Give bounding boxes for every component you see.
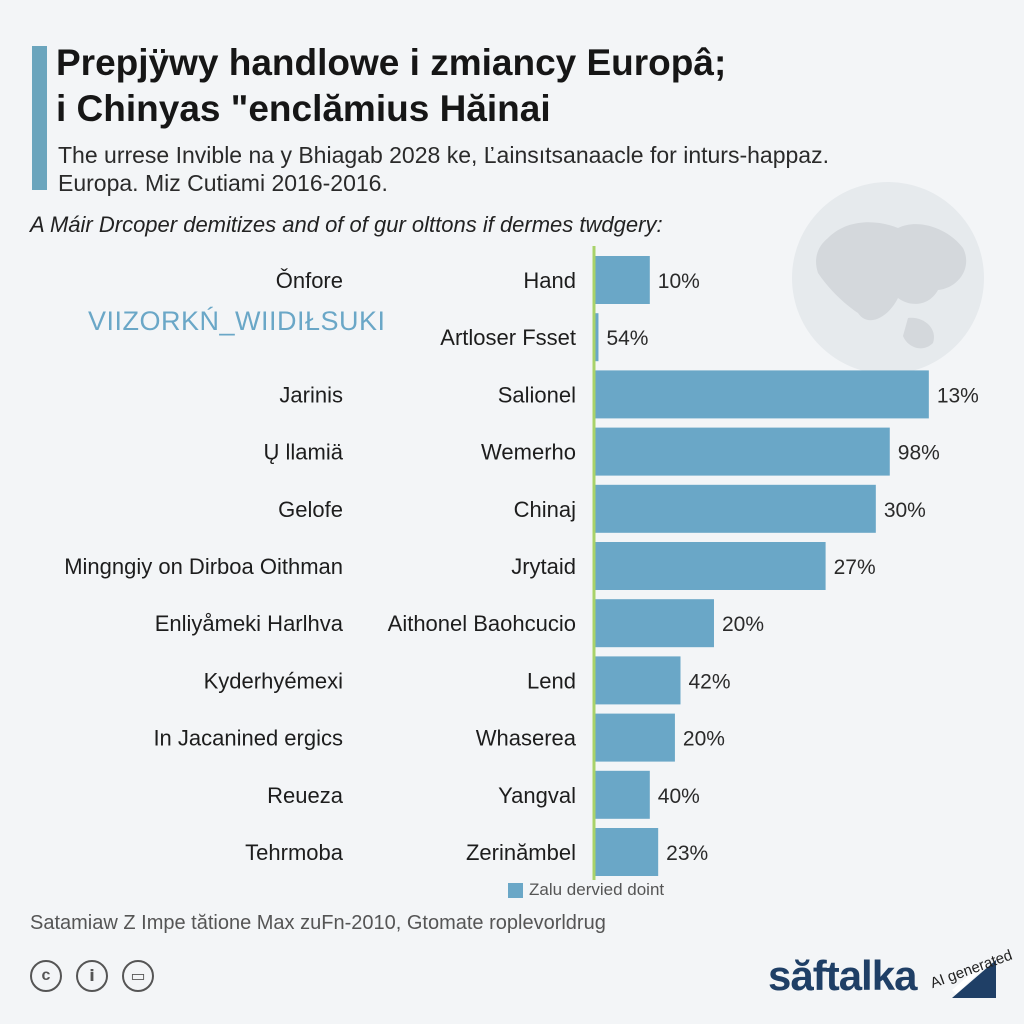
legend-swatch <box>508 882 523 898</box>
share-icon[interactable]: ▭ <box>122 960 154 992</box>
category-label: Lend <box>527 668 576 693</box>
bar <box>594 828 659 876</box>
bar-value-label: 54% <box>606 327 648 350</box>
bar-value-label: 40% <box>658 785 700 808</box>
bar <box>594 370 929 419</box>
bar-value-label: 20% <box>683 728 725 751</box>
bar-value-label: 13% <box>937 384 979 407</box>
row-label: Gelofe <box>278 497 343 522</box>
bar <box>594 256 650 304</box>
row-label: Tehrmoba <box>245 840 344 865</box>
row-label: Enliyåmeki Harlhva <box>155 611 344 636</box>
info-icon[interactable]: ⅰ <box>76 960 108 992</box>
row-label: Mingngiy on Dirboa Oithman <box>64 554 343 579</box>
row-label: Ǒnfore <box>276 268 343 293</box>
bar <box>594 770 650 819</box>
category-label: Whaserea <box>476 726 577 751</box>
bar-value-label: 42% <box>689 670 731 693</box>
category-label: Aithonel Baohcucio <box>388 611 576 636</box>
chart-subtitle: The urrese Invible na y Bhiagab 2028 ke,… <box>58 142 829 196</box>
category-label: Zerinămbel <box>466 840 576 865</box>
row-label: Ų llamiä <box>264 440 344 465</box>
category-label: Wemerho <box>481 440 576 465</box>
bar-value-label: 10% <box>658 270 700 293</box>
category-label: Salionel <box>498 382 576 407</box>
bar <box>594 484 876 533</box>
brand-logo: săftalka <box>768 952 917 999</box>
category-label: Artloser Fsset <box>440 325 576 350</box>
title-accent-bar <box>32 46 47 190</box>
chart-legend: Zalu dervied doint <box>508 880 664 900</box>
bar-value-label: 20% <box>722 613 764 636</box>
bar <box>594 313 599 362</box>
row-label: Reueza <box>267 783 344 808</box>
bar <box>594 542 826 590</box>
bar-value-label: 23% <box>666 842 708 865</box>
row-label: In Jacanined ergics <box>153 726 343 751</box>
category-label: Jrytaid <box>511 554 576 579</box>
chart-heading: A Máir Drcoper demitizes and of of gur o… <box>30 212 663 237</box>
source-note: Satamiaw Z Impe tătione Max zuFn-2010, G… <box>30 912 606 934</box>
row-label: Kyderhyémexi <box>204 668 343 693</box>
legend-label: Zalu dervied doint <box>529 880 665 899</box>
footer-icons: c ⅰ ▭ <box>30 960 154 992</box>
category-label: Yangval <box>498 783 576 808</box>
bar <box>594 599 714 648</box>
cc-icon[interactable]: c <box>30 960 62 992</box>
bar-value-label: 27% <box>834 556 876 579</box>
bar <box>594 656 681 705</box>
chart-title: Prepjÿwy handlowe i zmiancy Europâ; i Ch… <box>56 42 727 129</box>
category-label: Chinaj <box>514 497 576 522</box>
brand-mark-icon <box>952 960 996 998</box>
category-label: Hand <box>523 268 576 293</box>
bar <box>594 427 890 476</box>
bar <box>594 713 675 762</box>
world-map-icon <box>792 182 984 374</box>
sidebar-label: VIIZORKŃ_WIIDIŁSUKI <box>88 306 386 336</box>
row-label: Jarinis <box>279 382 343 407</box>
bar-value-label: 30% <box>884 499 926 522</box>
bar-value-label: 98% <box>898 442 940 465</box>
